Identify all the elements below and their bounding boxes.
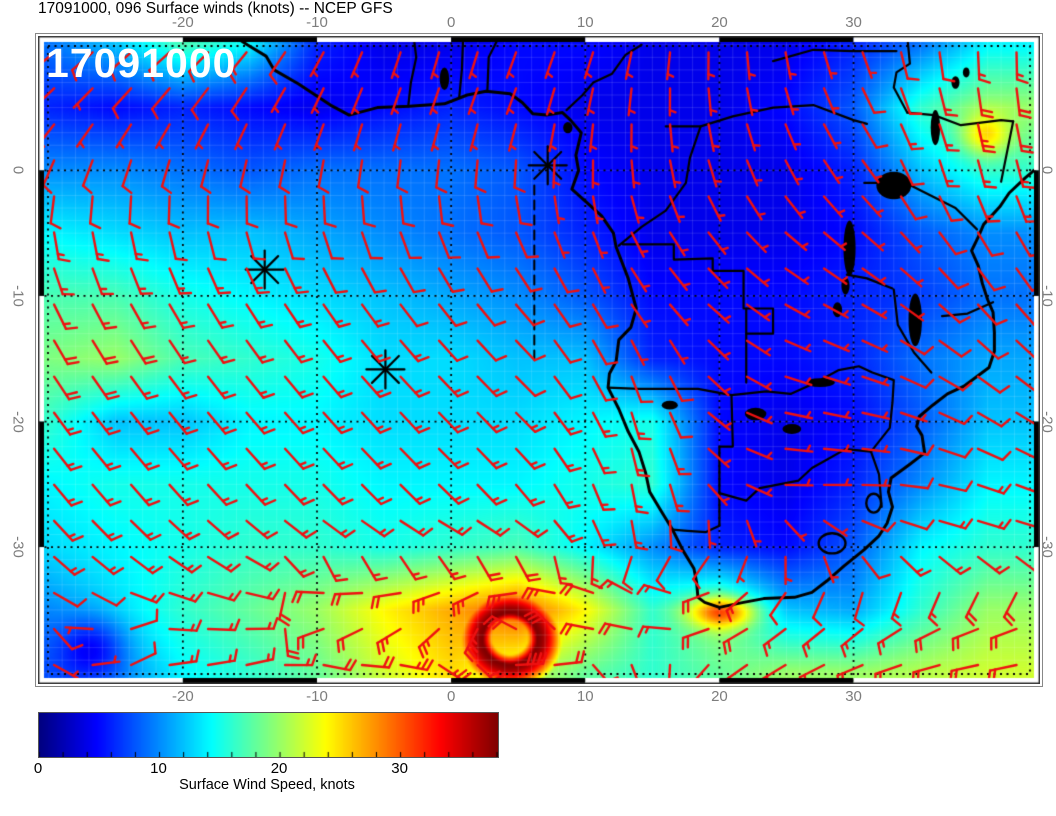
wind-map-canvas: [38, 36, 1040, 684]
axis-tick-label: -10: [306, 14, 328, 31]
axis-tick-label: -20: [172, 14, 194, 31]
axis-tick-label: 0: [9, 166, 27, 175]
axis-tick-label: 10: [576, 14, 594, 31]
colorbar-tick-label: 10: [150, 760, 167, 777]
axis-tick-label: 0: [446, 14, 456, 31]
plot-title: 17091000, 096 Surface winds (knots) -- N…: [38, 0, 393, 17]
axis-tick-label: -20: [172, 688, 194, 705]
axis-tick-label: 10: [576, 688, 594, 705]
axis-tick-label: 0: [446, 688, 456, 705]
axis-tick-label: 20: [711, 14, 728, 31]
axis-tick-label: -20: [9, 410, 27, 433]
map-frame: [35, 33, 1043, 687]
axis-tick-label: -10: [306, 688, 328, 705]
axis-tick-label: 20: [711, 688, 728, 705]
colorbar-tick-label: 30: [391, 760, 408, 777]
axis-tick-label: -10: [9, 285, 27, 307]
colorbar-tick-label: 0: [33, 760, 43, 777]
axis-tick-label: 30: [845, 688, 862, 705]
timestamp-overlay: 17091000: [46, 40, 237, 86]
axis-tick-label: 30: [845, 14, 862, 31]
colorbar-tick-label: 20: [270, 760, 288, 777]
axis-tick-label: -30: [9, 536, 27, 558]
colorbar-caption: Surface Wind Speed, knots: [179, 777, 355, 793]
colorbar-canvas: [38, 712, 499, 758]
